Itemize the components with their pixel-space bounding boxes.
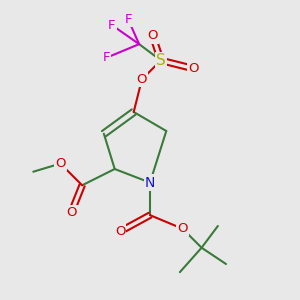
Text: N: N bbox=[145, 176, 155, 190]
Text: O: O bbox=[177, 222, 188, 235]
Text: F: F bbox=[124, 13, 132, 26]
Text: O: O bbox=[66, 206, 76, 219]
Text: S: S bbox=[156, 53, 166, 68]
Text: O: O bbox=[136, 73, 147, 86]
Text: O: O bbox=[55, 157, 66, 170]
Text: O: O bbox=[148, 29, 158, 43]
Text: F: F bbox=[108, 19, 116, 32]
Text: O: O bbox=[115, 225, 125, 238]
Text: O: O bbox=[188, 62, 199, 75]
Text: F: F bbox=[103, 51, 110, 64]
